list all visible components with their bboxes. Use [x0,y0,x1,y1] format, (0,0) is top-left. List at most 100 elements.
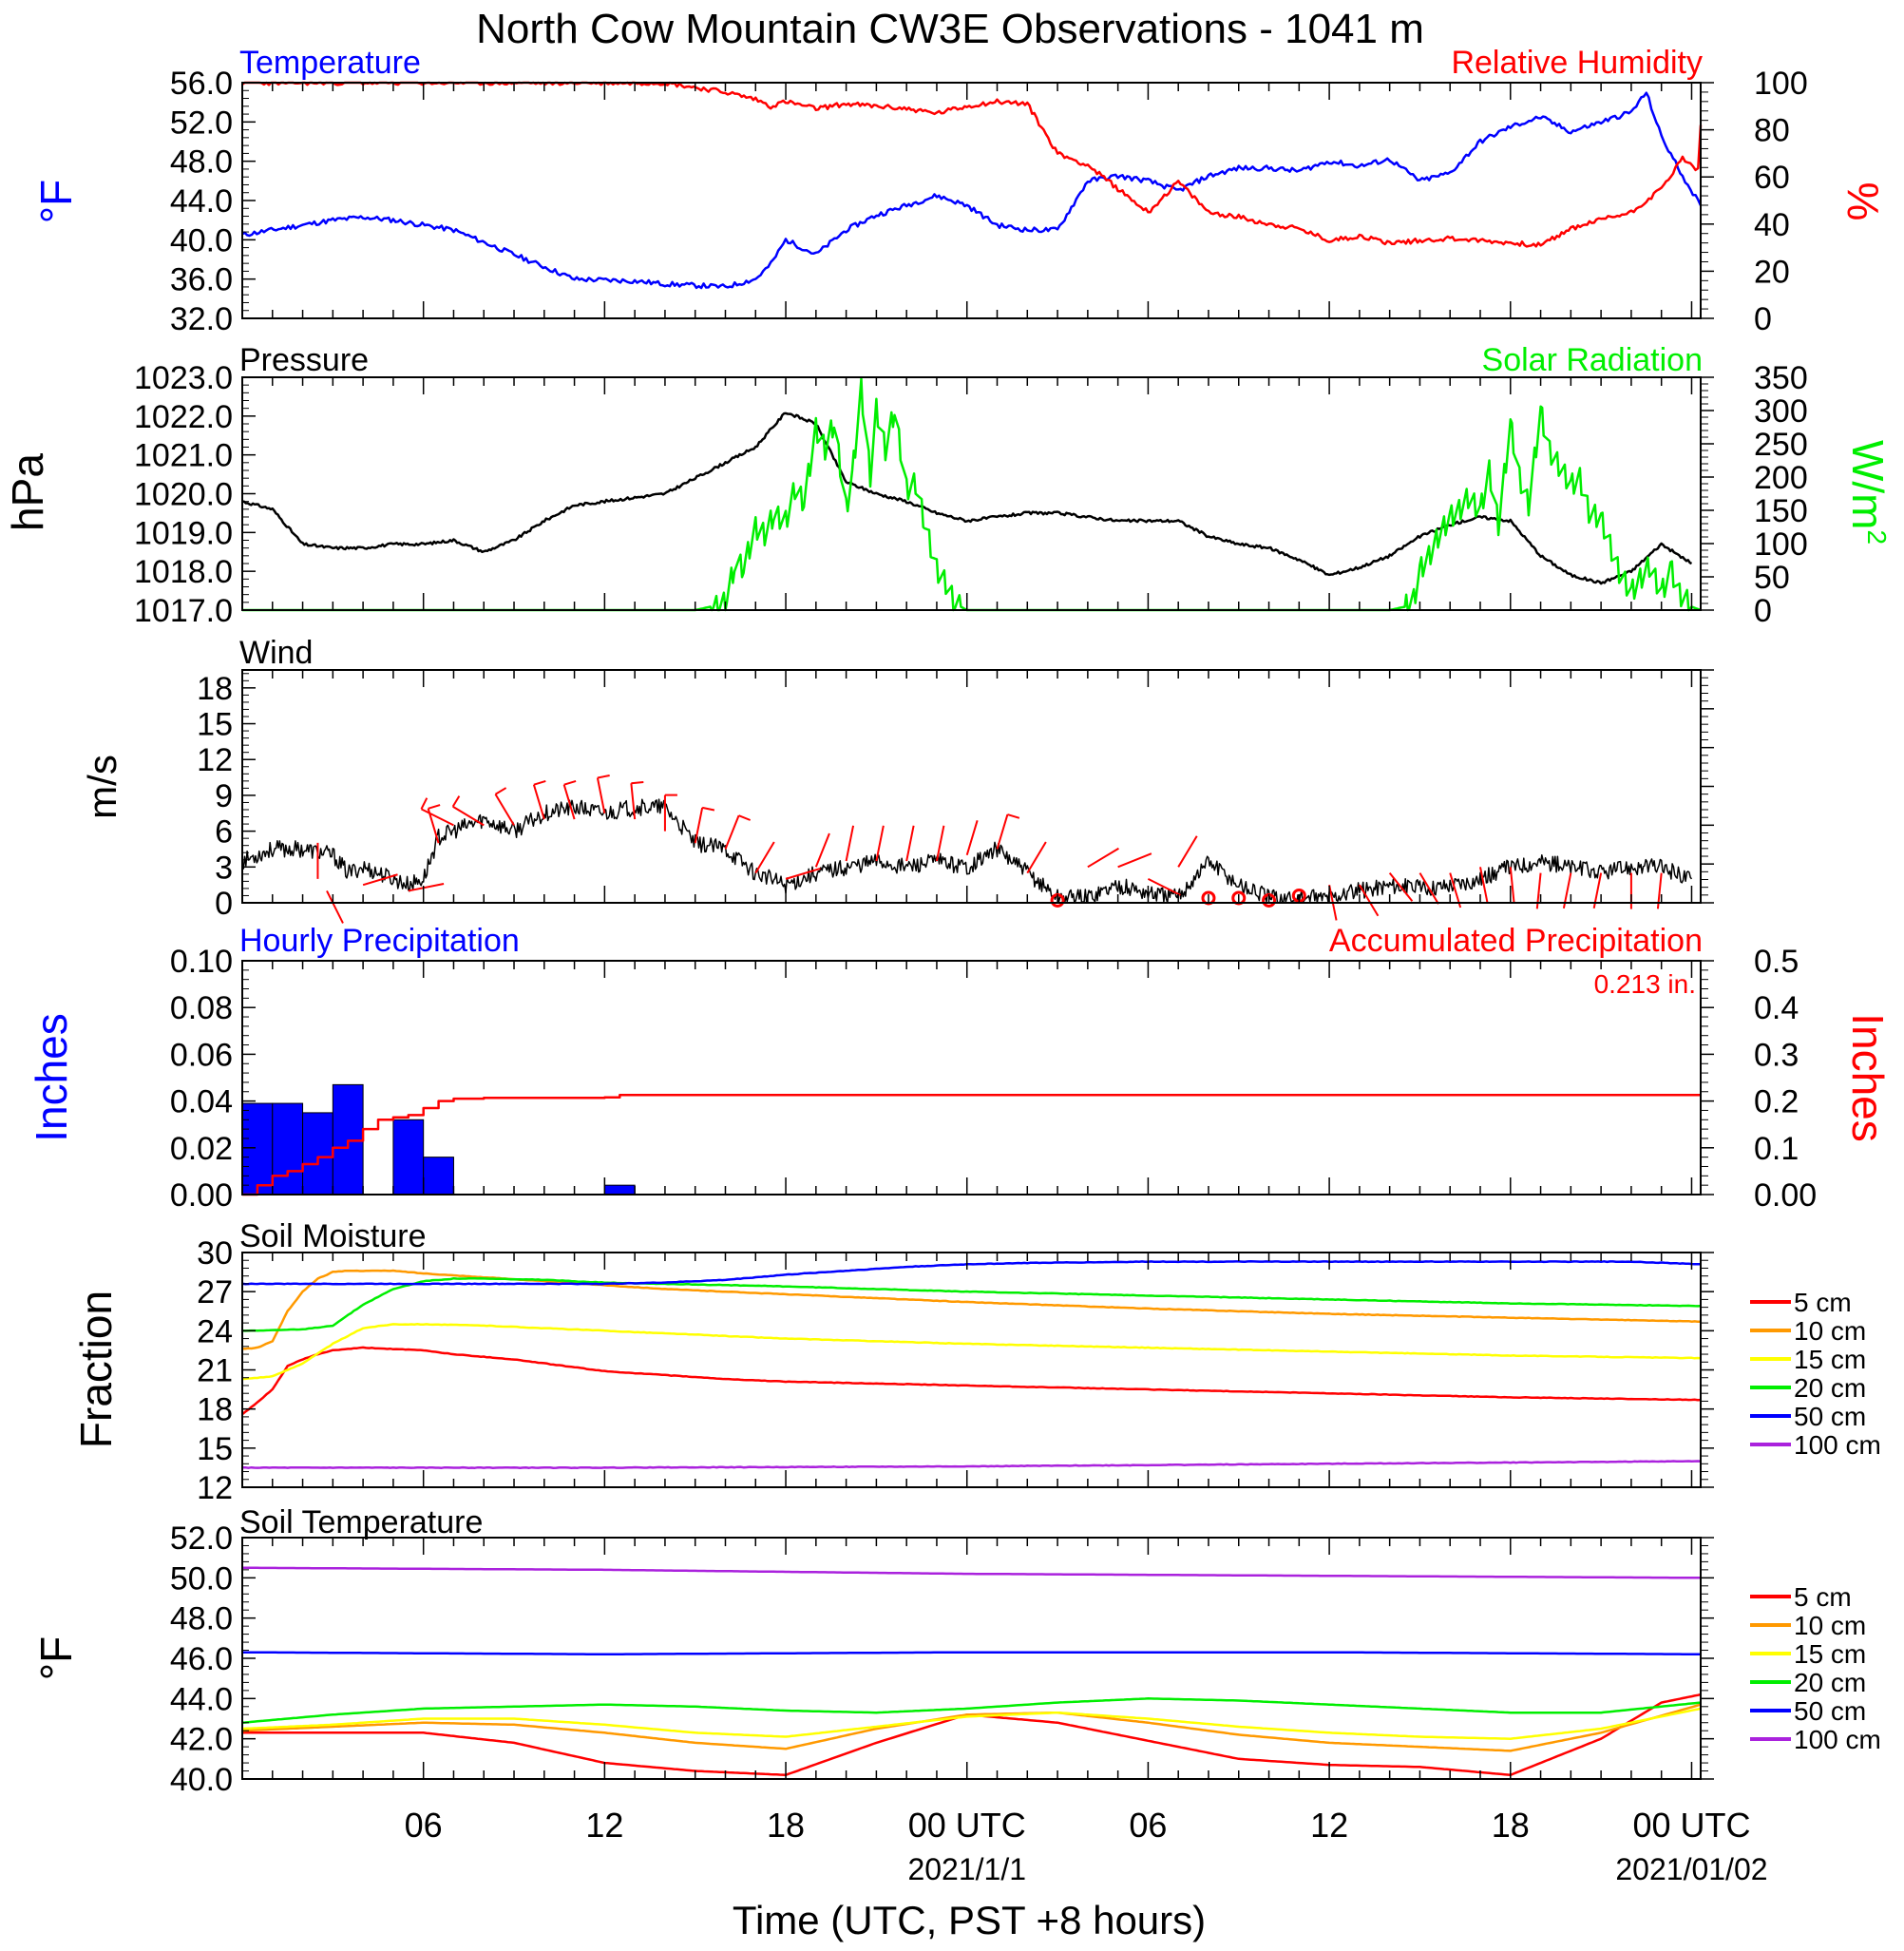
hourly-precip-axis-ytick-label: 0.00 [170,1177,233,1214]
soil-temperature-legend-label: 100 cm [1794,1725,1881,1754]
hourly-precip-bar [272,1102,304,1195]
temperature-axis-ytick-label: 52.0 [170,105,233,141]
accumulated-precip-axis-y2tick-label: 0.3 [1754,1037,1799,1073]
hourly-precip-bar [392,1119,425,1195]
wind-barb-shaft [905,825,915,862]
wind-barb-shaft [1449,872,1462,909]
solar-axis-y2tick-label: 100 [1754,526,1808,563]
soil-moisture-line-15cm [241,1323,1702,1381]
soil-moisture-legend-label: 20 cm [1794,1373,1866,1403]
wind-barb-shaft [1418,872,1439,905]
accumulated-precip-axis-label: Inches [1843,1013,1893,1142]
x-tick-label: 12 [1310,1806,1348,1845]
humidity-axis-y2tick-label: 100 [1754,66,1808,102]
soil-moisture-legend-label: 5 cm [1794,1288,1852,1317]
solar-axis-label: W/m2 [1843,440,1893,545]
x-tick-label: 06 [1129,1806,1167,1845]
soil-moisture-axis-ytick-label: 27 [197,1274,233,1310]
soil-temperature-line-20cm [241,1697,1702,1724]
soil-temperature-title: Soil Temperature [239,1504,483,1540]
x-tick-date-label: 2021/01/02 [1615,1852,1767,1886]
hourly-precip-axis-ytick-label: 0.08 [170,990,233,1026]
figure-title: North Cow Mountain CW3E Observations - 1… [476,6,1424,52]
pressure-axis-ytick-label: 1021.0 [134,438,233,474]
soil-moisture-legend-label: 10 cm [1794,1316,1866,1346]
soil-moisture-legend-label: 15 cm [1794,1345,1866,1374]
temperature-axis-label: °F [31,180,81,224]
soil-moisture-line-20cm [241,1276,1702,1332]
soil-temperature-axis-ytick-label: 42.0 [170,1722,233,1758]
pressure-axis-ytick-label: 1020.0 [134,477,233,513]
humidity-line [241,81,1703,248]
wind-barb-flag [563,779,577,786]
wind-barb-shaft [532,784,545,820]
wind-barb-flag [597,774,610,779]
x-tick-label: 18 [1492,1806,1530,1845]
temperature-axis-ytick-label: 44.0 [170,183,233,220]
wind-barb-shaft [1509,867,1515,904]
wind-barb-shaft [362,873,398,887]
soil-moisture-axis-ytick-label: 24 [197,1313,233,1349]
accumulated-precip-axis-y2tick-label: 0.4 [1754,990,1799,1026]
accumulated-precip-axis-y2tick-label: 0.1 [1754,1131,1799,1167]
wind-barb-shaft [421,808,454,827]
pressure-axis-label: hPa [3,453,52,531]
humidity-title: Relative Humidity [1451,45,1703,81]
solar-axis-y2tick-label: 200 [1754,460,1808,496]
wind-axis-ytick-label: 12 [197,742,233,778]
soil-temperature-axis-label: °F [31,1636,81,1681]
wind-barb-shaft [965,820,979,856]
wind-axis-label: m/s [80,755,124,819]
accumulated-precip-axis-y2tick-label: 0.2 [1754,1084,1799,1120]
wind-axis-ytick-label: 15 [197,707,233,743]
wind-barb-shaft [1388,871,1414,902]
accumulated-precip-line [242,1093,1701,1196]
humidity-axis-y2tick-label: 80 [1754,113,1790,149]
precip-panel-frame [241,960,1702,1195]
humidity-axis-y2tick-label: 0 [1754,301,1772,337]
wind-barb-shaft [754,841,775,874]
solar-title: Solar Radiation [1482,342,1703,378]
pressure-axis-ytick-label: 1019.0 [134,515,233,551]
wind-barb-shaft [694,807,704,844]
accumulated-precip-total: 0.213 in. [1594,969,1696,999]
temperature-axis-ytick-label: 40.0 [170,222,233,258]
hourly-precip-axis-ytick-label: 0.04 [170,1084,233,1120]
wind-axis-ytick-label: 9 [215,778,233,814]
hourly-precip-axis-label: Inches [27,1013,76,1142]
wind-barb-shaft [562,784,576,820]
solar-axis-y2tick-label: 250 [1754,427,1808,463]
temperature-axis-ytick-label: 36.0 [170,262,233,298]
wind-barb-shaft [814,832,830,868]
pressure-axis-ytick-label: 1022.0 [134,399,233,435]
wind-barb-flag [451,795,461,808]
wind-barb-shaft [996,813,1009,850]
soil-moisture-axis-label: Fraction [71,1291,121,1448]
soil-moisture-line-10cm [241,1269,1701,1350]
soil-temperature-axis-ytick-label: 52.0 [170,1521,233,1557]
wind-barb-shaft [875,825,885,862]
wind-axis-ytick-label: 18 [197,671,233,707]
soil-temperature-axis-ytick-label: 50.0 [170,1560,233,1597]
soil-temperature-axis-ytick-label: 48.0 [170,1601,233,1637]
temperature-title: Temperature [239,45,421,81]
wind-barb-shaft [1147,877,1181,896]
wind-barb-shaft [1087,847,1119,869]
wind-barb-flag [533,779,546,786]
solar-radiation-line [242,377,1702,612]
humidity-axis-y2tick-label: 20 [1754,254,1790,290]
humidity-axis-y2tick-label: 60 [1754,160,1790,196]
accumulated-precip-title: Accumulated Precipitation [1329,923,1703,959]
wind-barb-shaft [724,814,740,850]
x-tick-label: 06 [405,1806,443,1845]
soil-temperature-legend-label: 15 cm [1794,1639,1866,1669]
solar-axis-y2tick-label: 350 [1754,360,1808,396]
hourly-precip-axis-ytick-label: 0.10 [170,944,233,980]
wind-barb-shaft [1359,884,1380,917]
soil-temperature-legend-label: 10 cm [1794,1611,1866,1640]
soil-temperature-line-10cm [241,1703,1702,1752]
x-tick-label: 00 UTC [1632,1806,1750,1845]
soil-moisture-legend-label: 50 cm [1794,1402,1866,1431]
x-axis-label: Time (UTC, PST +8 hours) [733,1898,1206,1942]
humidity-axis-y2tick-label: 40 [1754,207,1790,243]
